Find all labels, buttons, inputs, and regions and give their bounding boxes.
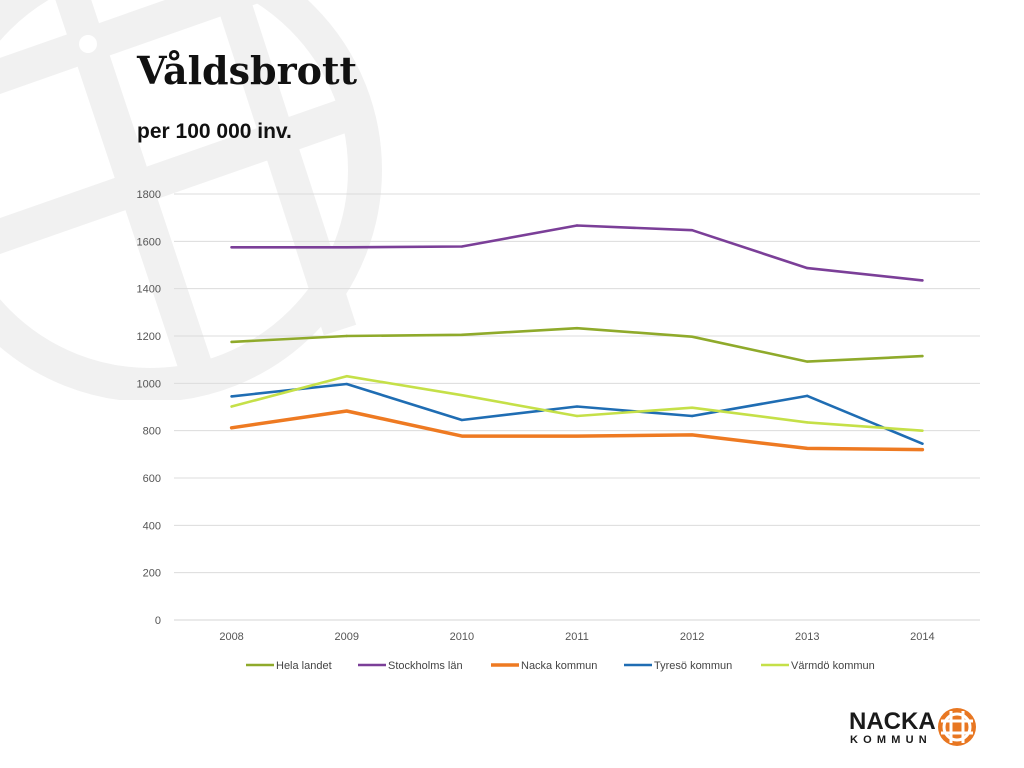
data-point bbox=[575, 224, 579, 227]
legend-label: Stockholms län bbox=[388, 660, 463, 672]
data-point bbox=[806, 360, 809, 363]
logo-line2: KOMMUN bbox=[850, 734, 932, 746]
logo-line1: NACKA bbox=[849, 708, 936, 735]
y-axis-ticks: 0 200 400 600 800 1000 1200 1400 1600 1800 bbox=[137, 189, 161, 627]
legend-label: Nacka kommun bbox=[521, 660, 597, 672]
data-point bbox=[690, 433, 694, 437]
data-point bbox=[460, 418, 464, 422]
data-point bbox=[345, 246, 348, 249]
series-line-0 bbox=[230, 326, 924, 363]
y-tick-label: 1000 bbox=[137, 378, 161, 390]
data-point bbox=[575, 326, 579, 330]
y-tick-label: 1800 bbox=[137, 189, 161, 201]
legend-label: Tyresö kommun bbox=[654, 660, 732, 672]
data-point bbox=[806, 394, 809, 398]
background-watermark bbox=[0, 0, 382, 400]
data-point bbox=[921, 429, 924, 432]
legend-label: Värmdö kommun bbox=[791, 660, 875, 672]
x-tick-label: 2010 bbox=[450, 631, 474, 643]
slide-title: Våldsbrott bbox=[137, 48, 358, 93]
data-point bbox=[690, 406, 694, 409]
y-tick-label: 600 bbox=[143, 473, 161, 485]
data-point bbox=[230, 426, 233, 430]
x-tick-label: 2009 bbox=[334, 631, 358, 643]
slide-subtitle: per 100 000 inv. bbox=[137, 120, 292, 143]
y-tick-label: 1600 bbox=[137, 236, 161, 248]
x-tick-label: 2012 bbox=[680, 631, 704, 643]
data-point bbox=[230, 340, 233, 344]
x-tick-label: 2008 bbox=[219, 631, 243, 643]
data-point bbox=[690, 335, 694, 338]
data-point bbox=[460, 333, 464, 337]
y-tick-label: 0 bbox=[155, 615, 161, 627]
data-point bbox=[345, 334, 348, 338]
y-tick-label: 400 bbox=[143, 520, 161, 532]
data-point bbox=[575, 405, 579, 408]
data-point bbox=[460, 245, 464, 248]
x-tick-label: 2014 bbox=[910, 631, 934, 643]
legend-label: Hela landet bbox=[276, 660, 332, 672]
data-point bbox=[921, 448, 924, 451]
data-point bbox=[575, 414, 579, 418]
grid-lines bbox=[174, 193, 980, 621]
data-point bbox=[460, 393, 464, 397]
data-point bbox=[690, 229, 694, 232]
data-point bbox=[230, 405, 233, 408]
data-point bbox=[230, 395, 233, 398]
data-point bbox=[806, 421, 809, 424]
logo-emblem-icon bbox=[938, 708, 976, 746]
series-lines bbox=[229, 224, 925, 452]
data-point bbox=[345, 382, 348, 386]
legend: Hela landet Stockholms län Nacka kommun Tyr… bbox=[246, 660, 875, 672]
data-point bbox=[230, 246, 233, 249]
data-point bbox=[575, 434, 579, 438]
data-point bbox=[921, 354, 924, 358]
y-tick-label: 1400 bbox=[137, 284, 161, 296]
y-tick-label: 200 bbox=[143, 568, 161, 580]
y-tick-label: 800 bbox=[143, 426, 161, 438]
data-point bbox=[921, 279, 924, 282]
data-point bbox=[460, 434, 464, 438]
data-point bbox=[345, 375, 348, 378]
data-point bbox=[806, 266, 809, 270]
series-line-1 bbox=[230, 224, 924, 282]
x-axis-ticks: 2008 2009 2010 2011 2012 2013 2014 bbox=[219, 631, 934, 643]
nacka-kommun-logo: NACKA KOMMUN bbox=[846, 704, 978, 752]
data-point bbox=[806, 447, 809, 450]
data-point bbox=[345, 409, 348, 413]
y-tick-label: 1200 bbox=[137, 331, 161, 343]
x-tick-label: 2011 bbox=[565, 631, 589, 643]
x-tick-label: 2013 bbox=[795, 631, 819, 643]
data-point bbox=[690, 414, 694, 418]
data-point bbox=[921, 442, 924, 445]
